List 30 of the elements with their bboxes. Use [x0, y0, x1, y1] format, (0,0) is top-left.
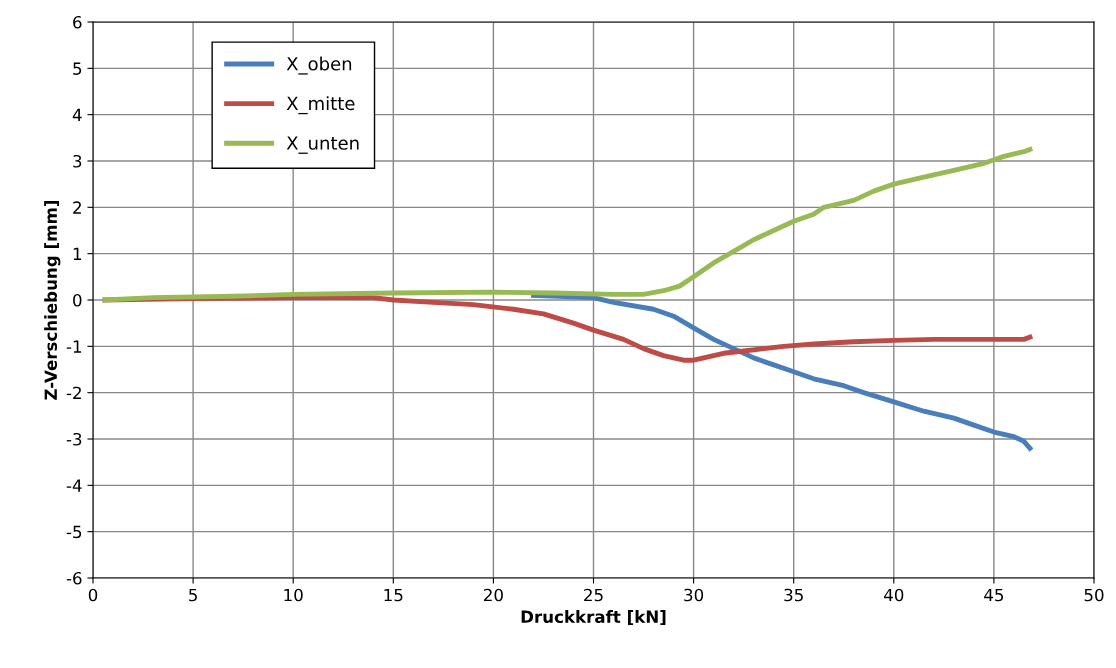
y-tick-label: 5 — [73, 62, 82, 75]
y-tick-label: -6 — [66, 571, 82, 585]
y-tick-label: 0 — [73, 293, 82, 307]
x-tick-label: 10 — [284, 588, 303, 602]
legend-label: X_mitte — [286, 96, 355, 115]
x-tick-label: 25 — [584, 588, 603, 602]
y-tick-label: -2 — [66, 386, 81, 399]
y-tick-label: 3 — [73, 154, 82, 168]
y-tick-label: -3 — [66, 432, 82, 446]
y-tick-label: 6 — [73, 15, 82, 29]
x-tick-label: 30 — [684, 588, 704, 602]
x-tick-label: 35 — [784, 588, 803, 602]
y-tick-label: -4 — [66, 479, 82, 492]
x-tick-label: 5 — [189, 588, 197, 602]
y-tick-label: 1 — [73, 247, 82, 260]
x-axis-title: Druckkraft [kN] — [521, 610, 666, 625]
line-series — [531, 292, 1033, 451]
x-tick-label: 40 — [884, 588, 904, 602]
x-tick-label: 20 — [484, 588, 503, 602]
x-tick-label: 15 — [384, 588, 403, 602]
x-tick-label: 45 — [984, 588, 1004, 602]
x-tick-label: 50 — [1084, 588, 1104, 602]
x-tick-label: 0 — [88, 588, 98, 602]
y-tick-label: -5 — [66, 525, 82, 539]
y-tick-label: 4 — [72, 108, 82, 121]
y-axis-title: Z-Verschiebung [mm] — [44, 200, 61, 400]
legend-label: X_unten — [286, 136, 359, 154]
legend-label: X_oben — [286, 56, 352, 75]
y-tick-label: -1 — [66, 340, 82, 353]
y-tick-label: 2 — [73, 201, 81, 214]
